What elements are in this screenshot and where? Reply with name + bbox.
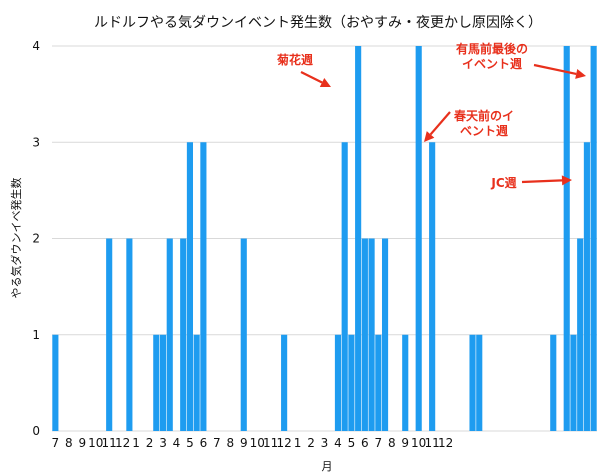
x-tick-label: 3	[321, 436, 329, 450]
x-tick-label: 10	[250, 436, 265, 450]
annotation-label: 有馬前最後のイベント週	[456, 41, 528, 71]
bar	[590, 46, 597, 431]
x-tick-label: 1	[294, 436, 302, 450]
annotation-arrow	[300, 71, 323, 84]
bar	[577, 238, 584, 431]
x-tick-label: 8	[388, 436, 396, 450]
bar	[348, 334, 355, 431]
bar	[402, 334, 409, 431]
y-tick-label: 3	[32, 135, 40, 149]
annotation-arrowhead	[319, 78, 331, 87]
x-tick-label: 12	[438, 436, 453, 450]
bar	[476, 334, 483, 431]
bar	[52, 334, 59, 431]
x-tick-label: 6	[200, 436, 208, 450]
bar	[166, 238, 173, 431]
annotation-arrow	[521, 179, 563, 184]
x-tick-label: 1	[132, 436, 140, 450]
bar	[159, 334, 167, 431]
x-tick-label: 8	[65, 436, 73, 450]
annotation-line: イベント週	[462, 56, 522, 71]
y-tick-label: 2	[32, 232, 40, 246]
x-tick-label: 10	[411, 436, 426, 450]
y-tick-label: 0	[32, 424, 40, 438]
chart-title: ルドルフやる気ダウンイベント発生数（おやすみ・夜更かし原因除く）	[94, 15, 542, 31]
y-tick-label: 1	[32, 328, 40, 342]
bar	[281, 334, 288, 431]
bar	[341, 142, 348, 431]
bar	[429, 142, 436, 431]
y-tick-labels: 0 1 2 3 4	[32, 39, 40, 438]
annotation-line: 有馬前最後の	[456, 41, 528, 56]
annotation-arrowhead	[561, 175, 572, 186]
x-tick-label: 11	[425, 436, 440, 450]
x-tick-label: 7	[52, 436, 60, 450]
bar	[180, 238, 187, 431]
bar	[361, 238, 368, 431]
bar	[106, 238, 113, 431]
x-tick-label: 3	[159, 436, 167, 450]
x-tick-label: 7	[375, 436, 383, 450]
annotation-line: 春天前のイ	[453, 108, 514, 123]
bar	[368, 238, 375, 431]
bar	[469, 334, 476, 431]
bar	[583, 142, 590, 431]
annotation-arrowhead	[424, 131, 435, 142]
x-tick-label: 6	[361, 436, 369, 450]
annotation-arrowhead	[575, 69, 586, 79]
bar	[415, 46, 422, 431]
x-axis-label: 月	[322, 460, 333, 473]
bar	[570, 334, 577, 431]
annotation-line: JC週	[490, 175, 516, 190]
annotation-line: 菊花週	[276, 52, 313, 67]
y-tick-label: 4	[32, 39, 40, 53]
y-axis-label: やる気ダウンイベ発生数	[9, 178, 23, 299]
annotation-label: 菊花週	[276, 52, 313, 67]
annotation-label: 春天前のイベント週	[453, 108, 514, 138]
x-tick-label: 12	[276, 436, 291, 450]
bar	[563, 46, 570, 431]
grid-lines	[52, 45, 597, 432]
annotation-line: ベント週	[460, 123, 508, 138]
x-tick-label: 11	[263, 436, 278, 450]
bar	[375, 334, 382, 431]
x-tick-label: 9	[240, 436, 248, 450]
bar	[334, 334, 342, 431]
x-tick-label: 7	[213, 436, 221, 450]
bar	[240, 238, 247, 431]
bar	[381, 238, 389, 431]
bar	[186, 142, 193, 431]
bar	[153, 334, 160, 431]
bar	[193, 334, 200, 431]
bar	[200, 142, 207, 431]
x-tick-label: 9	[78, 436, 86, 450]
x-tick-label: 8	[226, 436, 234, 450]
x-tick-label: 10	[88, 436, 103, 450]
x-tick-label: 11	[102, 436, 117, 450]
bars	[52, 46, 597, 431]
x-tick-label: 2	[307, 436, 315, 450]
x-tick-label: 5	[348, 436, 356, 450]
annotation-arrow	[533, 63, 577, 76]
x-tick-label: 12	[115, 436, 130, 450]
bar	[126, 238, 133, 431]
x-tick-label: 9	[401, 436, 409, 450]
x-tick-label: 2	[146, 436, 154, 450]
x-tick-label: 5	[186, 436, 194, 450]
annotation-arrow	[429, 111, 451, 136]
x-tick-label: 4	[334, 436, 342, 450]
annotation-label: JC週	[490, 175, 516, 190]
bar	[550, 334, 557, 431]
bar	[355, 46, 362, 431]
x-tick-label: 4	[173, 436, 181, 450]
